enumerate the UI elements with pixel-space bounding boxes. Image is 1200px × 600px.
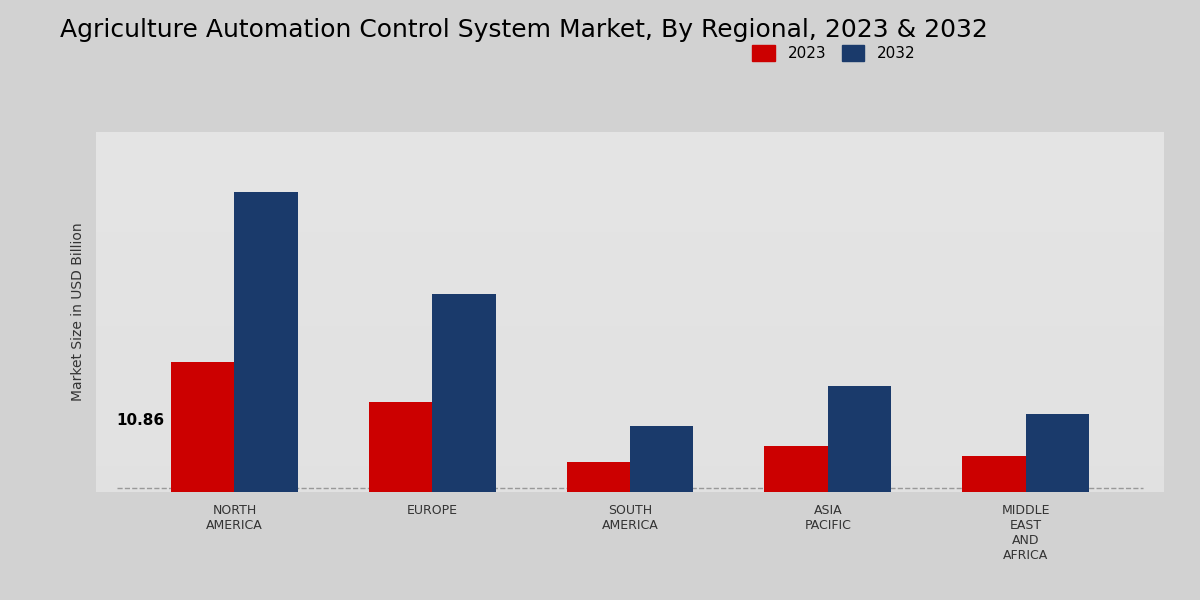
Bar (234, 192, 298, 492)
Bar (368, 402, 432, 492)
Bar (172, 362, 234, 492)
Bar (630, 426, 694, 492)
Legend: 2023, 2032: 2023, 2032 (746, 39, 922, 67)
Bar (828, 386, 892, 492)
Text: Agriculture Automation Control System Market, By Regional, 2023 & 2032: Agriculture Automation Control System Ma… (60, 18, 988, 42)
Bar (566, 462, 630, 492)
Bar (764, 446, 828, 492)
Bar (1026, 414, 1088, 492)
Bar (432, 294, 496, 492)
Text: 10.86: 10.86 (116, 413, 164, 428)
Y-axis label: Market Size in USD Billion: Market Size in USD Billion (71, 223, 85, 401)
Bar (962, 456, 1026, 492)
